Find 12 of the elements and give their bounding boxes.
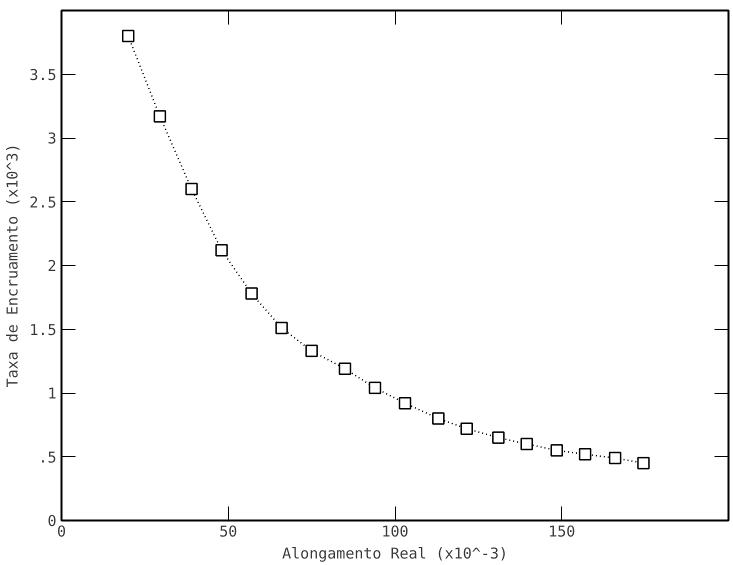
x-tick-label: 150 [548, 522, 576, 540]
x-tick-label: 100 [381, 522, 409, 540]
y-tick-label: 1.5 [29, 320, 56, 339]
x-tick-label: 50 [219, 522, 238, 540]
y-tick-label: 3.5 [29, 66, 56, 84]
y-tick-label: 2 [47, 257, 56, 275]
y-tick-label: 1 [47, 384, 56, 402]
y-axis-title: Taxa de Encruamento (x10^3) [3, 144, 22, 388]
x-axis-title: Alongamento Real (x10^-3) [282, 544, 508, 562]
y-tick-label: .5 [38, 448, 56, 466]
y-tick-label: 2.5 [29, 193, 56, 212]
y-tick-label: 3 [47, 130, 56, 148]
